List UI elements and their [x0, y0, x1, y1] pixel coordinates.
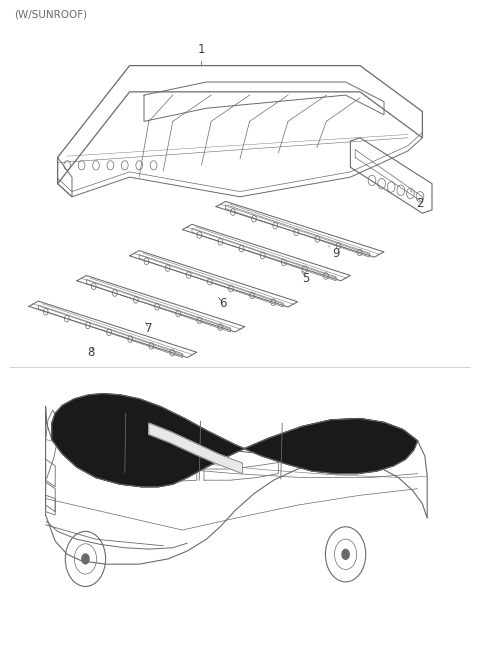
Text: 7: 7	[145, 321, 153, 335]
Circle shape	[342, 549, 349, 560]
Text: 9: 9	[329, 246, 340, 260]
Text: 6: 6	[218, 297, 227, 310]
Polygon shape	[52, 394, 418, 487]
Text: 1: 1	[198, 43, 205, 66]
Text: 8: 8	[87, 346, 95, 359]
Text: 5: 5	[301, 272, 310, 285]
Circle shape	[82, 554, 89, 564]
Text: (W/SUNROOF): (W/SUNROOF)	[14, 10, 87, 20]
Text: 2: 2	[410, 190, 424, 210]
Polygon shape	[149, 423, 242, 474]
